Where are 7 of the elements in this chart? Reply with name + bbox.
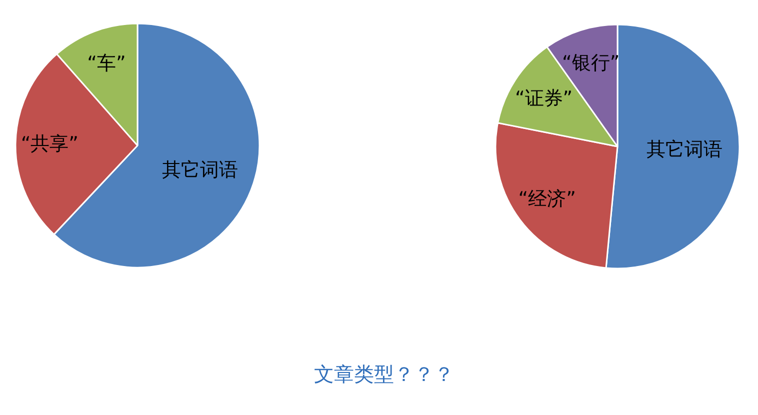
slice-label: “车” [87,52,126,74]
slice-label: 其它词语 [162,159,238,182]
slice-label: “经济” [518,188,576,210]
slice-label: 其它词语 [646,138,723,161]
slice-label: “共享” [20,133,79,156]
slice-label: “证券” [514,88,573,110]
text: 文章类型？？？ [314,361,454,388]
